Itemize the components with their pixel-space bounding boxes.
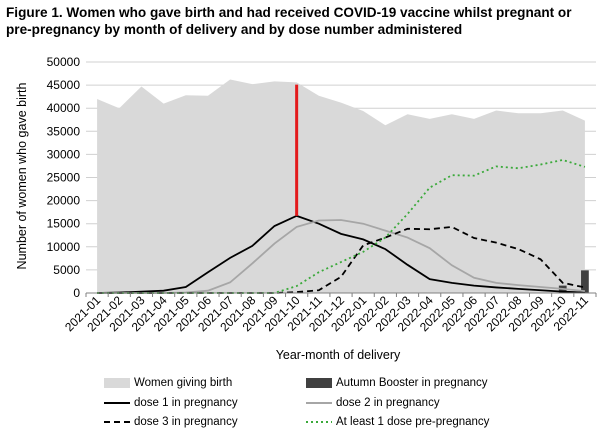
y-axis-label: Number of women who gave birth [15, 83, 29, 270]
chart-title-line-2: pre-pregnancy by month of delivery and b… [6, 22, 463, 37]
x-axis-label: Year-month of delivery [276, 348, 401, 362]
y-tick-label-20000: 20000 [47, 194, 81, 208]
y-tick-label-10000: 10000 [47, 240, 81, 254]
legend-symbol-autumn-booster-in-pregnancy [306, 378, 332, 388]
bar-2022-11 [581, 270, 589, 293]
legend-symbol-women-giving-birth [104, 378, 130, 388]
y-tick-label-40000: 40000 [47, 101, 81, 115]
y-tick-label-25000: 25000 [47, 171, 81, 185]
y-tick-label-35000: 35000 [47, 124, 81, 138]
area-series [97, 79, 585, 293]
legend-symbols [104, 378, 332, 423]
y-tick-label-5000: 5000 [53, 263, 80, 277]
chart-title: Figure 1. Women who gave birth and had r… [6, 4, 606, 38]
area-women-giving-birth [97, 79, 585, 293]
y-tick-label-15000: 15000 [47, 217, 81, 231]
y-tick-label-45000: 45000 [47, 78, 81, 92]
y-tick-label-0: 0 [73, 286, 80, 300]
chart-title-line-1: Figure 1. Women who gave birth and had r… [6, 5, 572, 20]
line-dose-1-in-pregnancy [97, 214, 585, 294]
y-tick-label-30000: 30000 [47, 147, 81, 161]
y-tick-label-50000: 50000 [47, 55, 81, 69]
